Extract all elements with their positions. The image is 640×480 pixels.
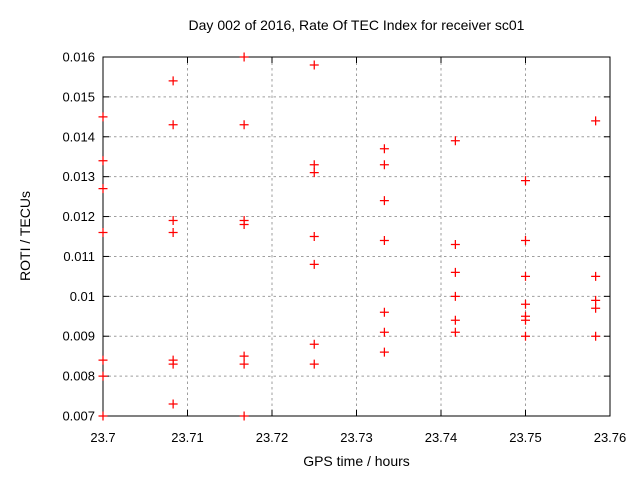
data-point-marker [168, 76, 178, 86]
data-point-marker [239, 52, 249, 62]
y-tick-label: 0.012 [62, 209, 95, 224]
data-point-marker [521, 331, 530, 341]
data-point-marker [239, 411, 249, 421]
data-point-marker [309, 339, 319, 349]
data-point-marker [379, 235, 389, 245]
chart-title: Day 002 of 2016, Rate Of TEC Index for r… [188, 17, 525, 33]
data-point-marker [521, 299, 530, 309]
y-tick-label: 0.015 [62, 89, 95, 104]
data-point-marker [379, 144, 389, 154]
data-point-marker [379, 307, 389, 317]
x-tick-label: 23.75 [509, 430, 542, 445]
x-axis-label: GPS time / hours [303, 453, 410, 469]
x-tick-label: 23.76 [594, 430, 627, 445]
x-tick-label: 23.71 [171, 430, 204, 445]
x-tick-label: 23.74 [425, 430, 458, 445]
data-point-marker [168, 359, 178, 369]
data-point-marker [521, 176, 530, 186]
y-tick-label: 0.014 [62, 129, 95, 144]
data-point-marker [239, 359, 249, 369]
data-point-marker [521, 235, 530, 245]
data-point-marker [379, 160, 389, 170]
data-point-marker [168, 216, 178, 226]
data-point-marker [521, 271, 530, 281]
data-point-marker [309, 359, 319, 369]
data-point-marker [521, 315, 530, 325]
y-tick-label: 0.011 [63, 249, 95, 264]
data-point-marker [309, 160, 319, 170]
data-point-marker [450, 327, 460, 337]
data-point-marker [591, 331, 601, 341]
data-point-marker [309, 232, 319, 241]
x-tick-label: 23.7 [90, 430, 115, 445]
data-point-marker [239, 220, 249, 230]
data-point-marker [168, 120, 178, 130]
plot-border [102, 56, 611, 417]
x-tick-label: 23.72 [256, 430, 289, 445]
data-point-marker [379, 196, 389, 206]
data-point-marker [98, 411, 108, 421]
data-point-marker [168, 399, 178, 409]
y-tick-label: 0.009 [62, 329, 95, 344]
data-point-marker [379, 347, 389, 357]
y-tick-label: 0.013 [62, 169, 95, 184]
data-point-marker [591, 116, 601, 126]
data-point-marker [450, 291, 460, 301]
data-point-marker [591, 303, 601, 313]
data-point-marker [98, 355, 108, 365]
data-point-marker [98, 371, 108, 381]
data-point-marker [591, 271, 601, 281]
data-point-marker [168, 228, 178, 238]
data-point-marker [98, 112, 108, 122]
data-point-marker [98, 156, 108, 166]
data-point-marker [239, 120, 249, 130]
y-tick-label: 0.016 [62, 50, 95, 65]
data-point-marker [450, 239, 460, 249]
data-point-marker [98, 228, 108, 238]
data-point-marker [98, 184, 108, 194]
data-point-marker [450, 315, 460, 325]
data-point-marker [450, 136, 460, 146]
data-point-marker [309, 168, 319, 178]
y-tick-label: 0.008 [62, 369, 95, 384]
data-point-marker [309, 60, 319, 70]
y-tick-label: 0.007 [62, 409, 95, 424]
y-tick-label: 0.01 [70, 289, 95, 304]
data-point-marker [309, 259, 319, 269]
data-point-marker [239, 351, 249, 361]
data-point-marker [379, 327, 389, 337]
data-point-marker [591, 295, 601, 305]
data-point-marker [450, 267, 460, 277]
x-tick-label: 23.73 [340, 430, 373, 445]
